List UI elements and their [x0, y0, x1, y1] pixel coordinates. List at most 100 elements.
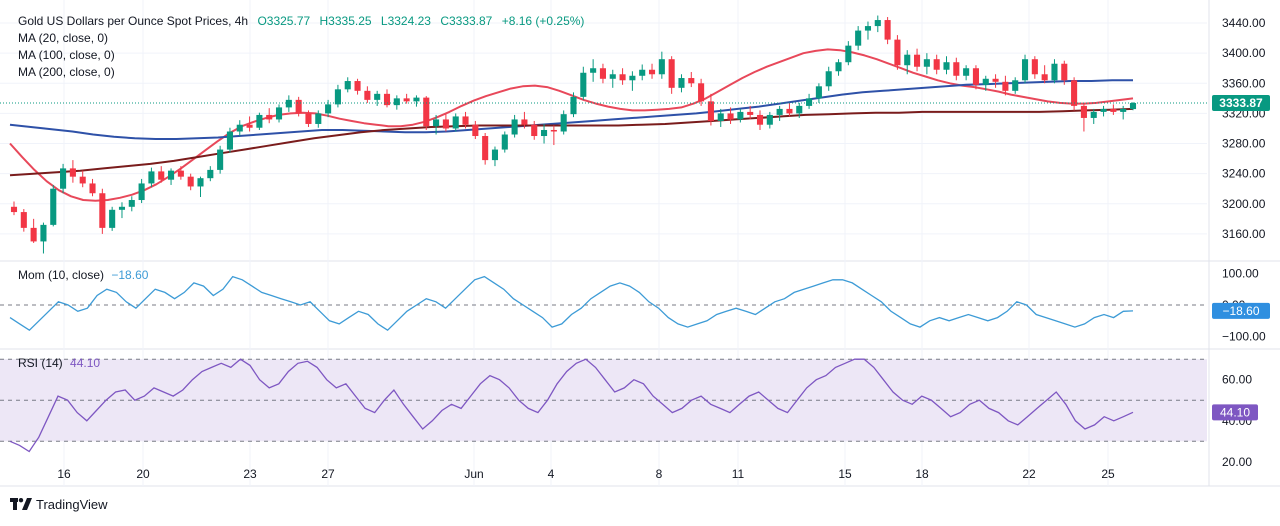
candle-up	[864, 26, 872, 31]
candle-down	[688, 78, 695, 84]
candle-up	[943, 62, 950, 70]
candle-up	[580, 72, 587, 97]
candle-up	[315, 113, 322, 124]
candle-down	[727, 113, 734, 120]
price-tick-label: 3360.00	[1222, 76, 1266, 90]
candle-up	[1012, 80, 1019, 91]
candle-down	[79, 176, 86, 184]
candle-up	[138, 183, 145, 201]
symbol-legend[interactable]: Gold US Dollars per Ounce Spot Prices, 4…	[18, 14, 584, 28]
candle-up	[148, 171, 155, 184]
ma100-legend[interactable]: MA (100, close, 0)	[18, 48, 115, 62]
symbol-title: Gold US Dollars per Ounce Spot Prices, 4…	[18, 14, 249, 28]
momentum-badge	[1212, 302, 1270, 319]
candle-down	[177, 170, 184, 177]
momentum-legend[interactable]: Mom (10, close) −18.60	[18, 268, 148, 282]
candle-down	[295, 99, 302, 114]
high-value: H3335.25	[319, 14, 372, 28]
candle-down	[707, 101, 714, 121]
candle-down	[462, 116, 469, 125]
candle-up	[256, 114, 263, 128]
rsi-line	[9, 358, 1134, 453]
candle-up	[413, 97, 420, 102]
rsi-badge-text: 44.10	[1220, 405, 1250, 419]
candle-down	[354, 81, 361, 91]
tradingview-name: TradingView	[36, 496, 108, 512]
rsi-tick-label: 60.00	[1222, 373, 1252, 387]
candle-up	[168, 170, 175, 180]
candle-down	[619, 74, 626, 81]
candle-up	[118, 206, 126, 210]
candle-down	[482, 136, 489, 161]
candle-down	[992, 78, 999, 82]
candle-down	[20, 212, 27, 228]
change-value: +8.16 (+0.25%)	[501, 14, 585, 28]
time-tick-label: 20	[136, 467, 150, 481]
momentum-badge-text: −18.60	[1222, 304, 1259, 318]
candle-down	[30, 227, 37, 242]
candle-up	[776, 108, 783, 115]
candle-up	[835, 62, 842, 72]
candle-down	[1110, 108, 1117, 112]
candle-up	[806, 98, 813, 106]
candle-down	[884, 20, 891, 40]
time-tick-label: 16	[57, 467, 71, 481]
momentum-value: −18.60	[111, 268, 149, 282]
price-tick-label: 3200.00	[1222, 197, 1266, 211]
candle-up	[1120, 108, 1127, 112]
candle-down	[668, 59, 675, 88]
candle-down	[972, 68, 979, 85]
time-tick-label: 27	[321, 467, 335, 481]
time-tick-label: 15	[838, 467, 852, 481]
candle-up	[658, 59, 665, 75]
candle-down	[266, 114, 273, 120]
momentum-tick-label: 100.00	[1222, 266, 1259, 280]
candle-down	[305, 113, 312, 124]
price-tick-label: 3440.00	[1222, 16, 1266, 30]
candle-up	[275, 107, 283, 120]
candle-up	[1090, 111, 1097, 118]
axes: 16 20 23 27 Jun 4 8 11 15 18 22 25 3160.00 3200.00 324…	[57, 16, 1270, 481]
time-tick-label: Jun	[464, 467, 483, 481]
rsi-legend[interactable]: RSI (14) 44.10	[18, 356, 100, 370]
price-tick-label: 3400.00	[1222, 46, 1266, 60]
candle-up	[452, 116, 459, 129]
last-price-badge	[1212, 94, 1270, 111]
candle-up	[904, 54, 911, 66]
candle-down	[648, 69, 656, 75]
candle-up	[128, 200, 135, 207]
time-tick-label: 25	[1101, 467, 1115, 481]
candle-up	[639, 69, 646, 76]
candle-down	[786, 108, 793, 114]
candle-up	[50, 188, 57, 225]
candle-up	[217, 149, 224, 170]
momentum-label: Mom (10, close)	[18, 268, 105, 282]
candle-down	[442, 119, 449, 129]
candle-up	[1051, 63, 1058, 81]
candle-up	[344, 81, 351, 90]
candle-down	[187, 176, 194, 187]
candle-down	[403, 98, 410, 102]
candle-up	[629, 75, 636, 81]
candle-down	[953, 62, 960, 76]
ma200-line	[9, 107, 1134, 177]
time-tick-label: 4	[548, 467, 555, 481]
candle-down	[914, 54, 921, 67]
candle-down	[1080, 105, 1087, 118]
ma200-legend[interactable]: MA (200, close, 0)	[18, 65, 115, 79]
candle-up	[766, 114, 773, 125]
candle-up	[717, 113, 724, 121]
candle-up	[197, 178, 204, 187]
candle-up	[855, 30, 862, 46]
rsi-badge	[1212, 404, 1258, 421]
candle-up	[334, 89, 341, 105]
candle-down	[158, 171, 165, 180]
candle-up	[60, 168, 67, 189]
time-tick-label: 18	[915, 467, 929, 481]
ma20-legend[interactable]: MA (20, close, 0)	[18, 31, 109, 45]
momentum-pane	[0, 275, 1207, 332]
tradingview-branding[interactable]: TradingView	[10, 496, 108, 512]
candle-down	[89, 183, 96, 194]
